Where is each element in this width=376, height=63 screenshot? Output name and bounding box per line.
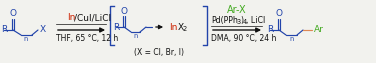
Text: /CuI/LiCl: /CuI/LiCl <box>74 13 112 22</box>
Text: 4: 4 <box>243 19 247 25</box>
Text: R: R <box>1 26 7 35</box>
Text: O: O <box>9 10 17 19</box>
Text: 2: 2 <box>183 26 187 32</box>
Text: THF, 65 °C, 12 h: THF, 65 °C, 12 h <box>56 34 118 43</box>
Text: ): ) <box>240 15 243 25</box>
Text: n: n <box>289 36 293 42</box>
Text: In: In <box>68 13 76 22</box>
Text: X: X <box>40 26 46 35</box>
Text: , LiCl: , LiCl <box>246 15 265 25</box>
Text: In: In <box>169 22 177 32</box>
Text: (X = Cl, Br, I): (X = Cl, Br, I) <box>133 49 183 58</box>
Text: Ar-X: Ar-X <box>227 5 247 15</box>
Text: O: O <box>276 10 282 19</box>
Text: Ar: Ar <box>314 26 324 35</box>
Text: n: n <box>133 33 137 39</box>
Text: X: X <box>178 22 184 32</box>
Text: R: R <box>113 22 119 32</box>
Text: Pd(PPh: Pd(PPh <box>211 15 238 25</box>
Text: 3: 3 <box>237 19 241 25</box>
Text: DMA, 90 °C, 24 h: DMA, 90 °C, 24 h <box>211 34 276 43</box>
Text: n: n <box>24 36 28 42</box>
Text: O: O <box>120 6 127 15</box>
Text: R: R <box>267 26 273 35</box>
